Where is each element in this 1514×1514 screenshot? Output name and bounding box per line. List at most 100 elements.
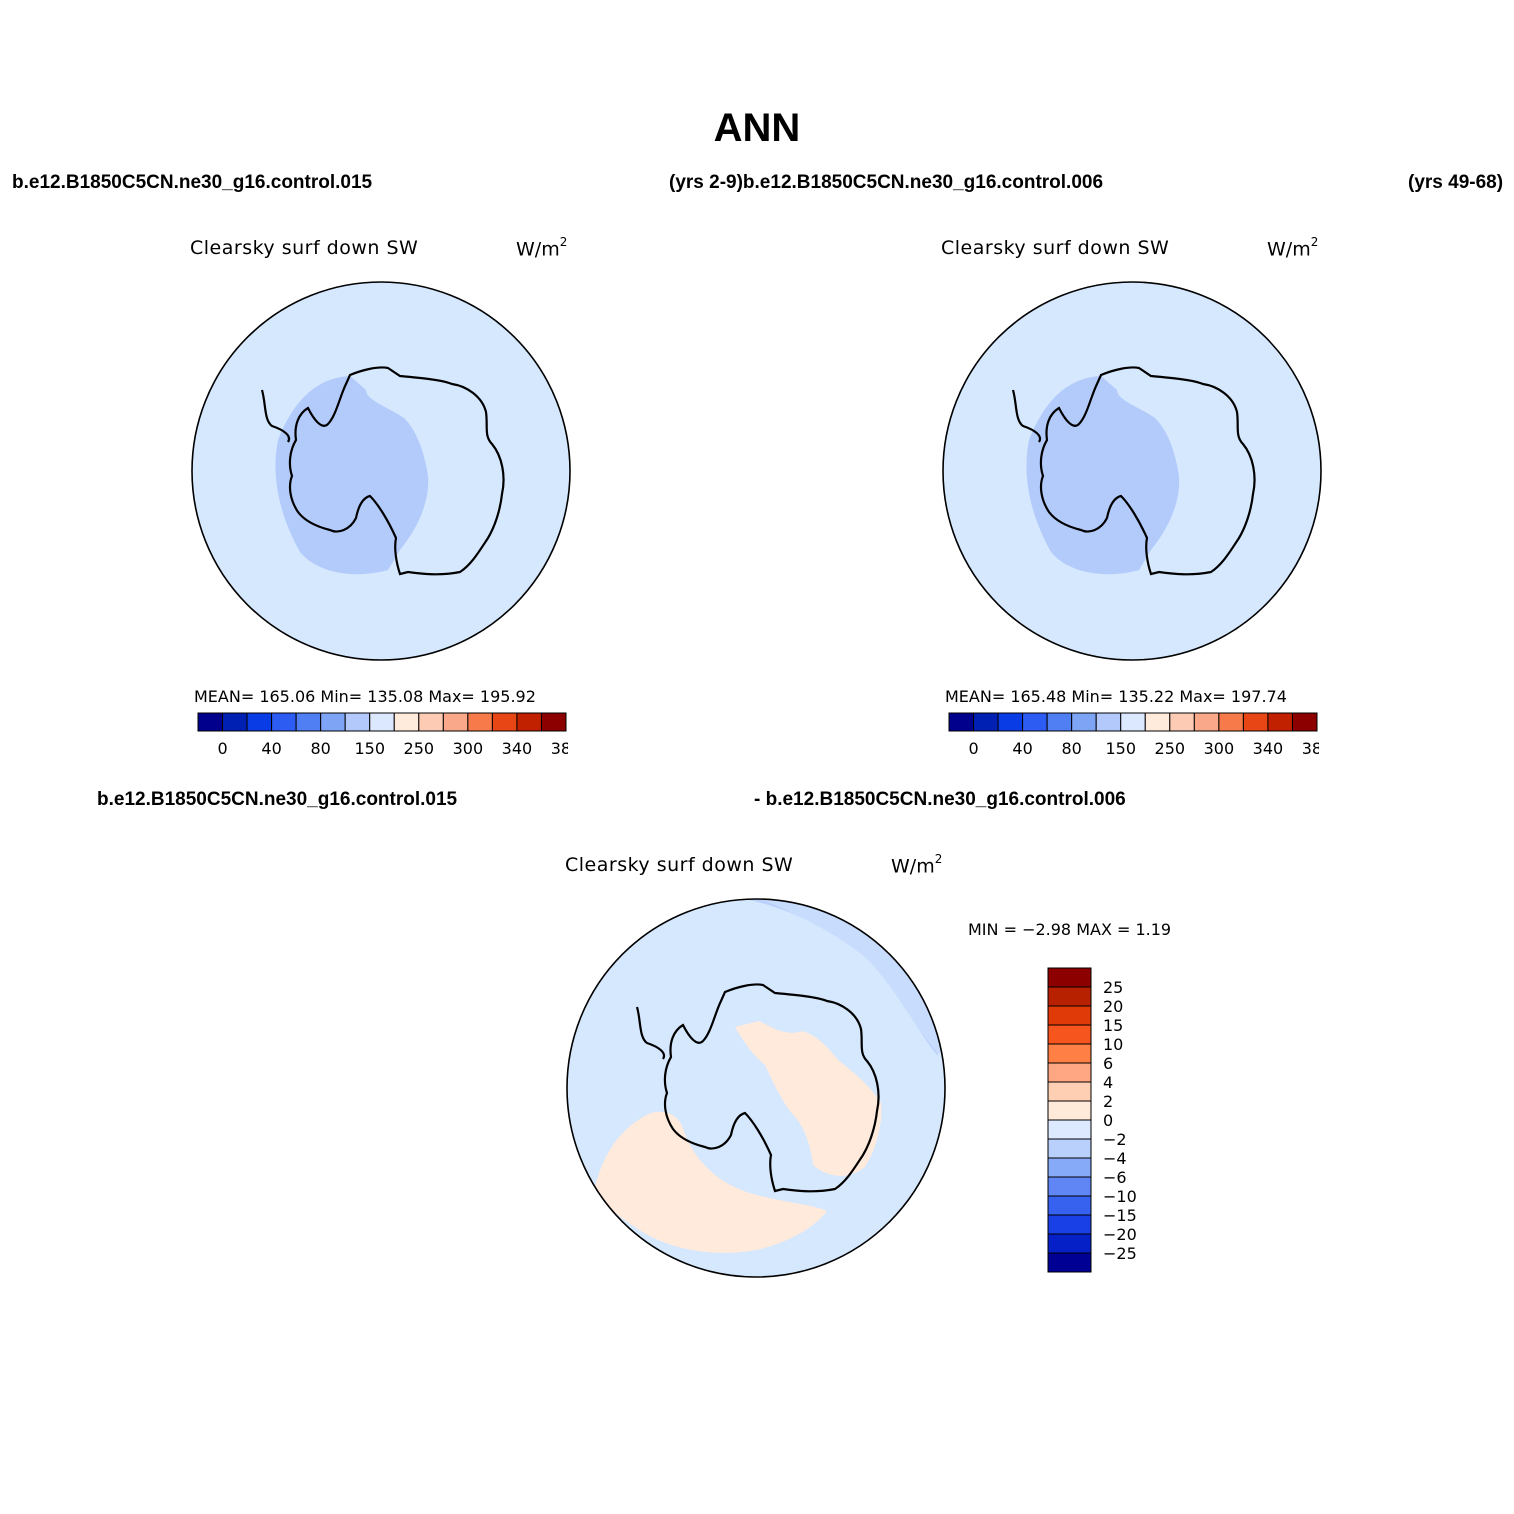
antarctica-coastline [288,366,505,576]
colorbar-box [1047,986,1092,1007]
plot-title: ANN [713,106,801,150]
antarctica-coastline [663,983,880,1193]
antarctica-coastline [1039,366,1256,576]
colorbar-box [948,712,975,732]
colorbar-box [516,712,542,732]
panel2-variable-label: Clearsky surf down SW [941,237,1170,259]
colorbar-box [1193,712,1220,732]
colorbar-tick-label: 150 [354,739,385,758]
map-boundary [566,898,946,1278]
colorbar-box [1047,1024,1092,1045]
colorbar-tick-label: 0 [1103,1111,1113,1130]
colorbar-tick-label: −20 [1103,1225,1137,1244]
colorbar-box [295,712,322,732]
colorbar-tick-label: 300 [453,739,484,758]
colorbar-box [418,712,444,732]
map-boundary [191,281,571,661]
colorbar-box [1047,1157,1092,1178]
case-label-top-middle: (yrs 2-9)b.e12.B1850C5CN.ne30_g16.contro… [669,172,1104,193]
colorbar-box [1047,1119,1092,1140]
colorbar-box [1047,1062,1092,1083]
colorbar-box [1047,1195,1092,1216]
colorbar-box [271,712,297,732]
map-boundary [942,281,1322,661]
case-label-bottom-left: b.e12.B1850C5CN.ne30_g16.control.015 [97,789,458,810]
panel2-unit-label: W/m2 [1267,235,1319,261]
colorbar-box [1218,712,1244,732]
colorbar-tick-label: 20 [1103,997,1123,1016]
panel3-stats: MIN = −2.98 MAX = 1.19 [968,920,1172,939]
peninsula-coastline [260,389,291,443]
colorbar-tick-label: 380 [1302,739,1319,758]
colorbar-tick-label: 10 [1103,1035,1123,1054]
colorbar-box [1046,712,1073,732]
colorbar-box [540,712,567,732]
colorbar-tick-label: 4 [1103,1073,1113,1092]
panel1-unit-label: W/m2 [516,235,568,261]
colorbar-tick-label: 40 [261,739,281,758]
colorbar-box [1144,712,1171,732]
colorbar-panel-2: 0 40 80 150 250 300 340 380 [948,712,1319,758]
colorbar-tick-label: 0 [217,739,227,758]
colorbar-tick-label: 250 [1155,739,1186,758]
colorbar-box [344,712,371,732]
colorbar-tick-label: 300 [1204,739,1235,758]
colorbar-box [467,712,493,732]
case-years-top-right: (yrs 49-68) [1408,172,1504,193]
colorbar-tick-label: 340 [1253,739,1284,758]
panel3-variable-label: Clearsky surf down SW [565,854,794,876]
colorbar-box [369,712,395,732]
colorbar-box [1047,1252,1092,1273]
colorbar-tick-label: 150 [1105,739,1136,758]
panel3-unit-label: W/m2 [891,852,943,878]
colorbar-box [1120,712,1146,732]
colorbar-panel-1: 0 40 80 150 250 300 340 380 [197,712,568,758]
colorbar-box [1095,712,1122,732]
colorbar-tick-label: 40 [1012,739,1032,758]
colorbar-box [1071,712,1097,732]
colorbar-tick-label: 25 [1103,978,1123,997]
colorbar-tick-label: 380 [551,739,568,758]
peninsula-coastline [635,1006,666,1060]
colorbar-box [442,712,469,732]
colorbar-box [1047,1081,1092,1102]
case-label-top-left: b.e12.B1850C5CN.ne30_g16.control.015 [12,172,373,193]
colorbar-tick-label: 6 [1103,1054,1113,1073]
colorbar-box [1242,712,1269,732]
colorbar-tick-label: −15 [1103,1206,1137,1225]
peninsula-coastline [1011,389,1042,443]
colorbar-box [1047,1214,1092,1235]
colorbar-box [246,712,273,732]
colorbar-tick-label: −10 [1103,1187,1137,1206]
map-panel-1 [191,281,571,661]
colorbar-tick-label: 15 [1103,1016,1123,1035]
colorbar-box [1047,1233,1092,1254]
panel1-variable-label: Clearsky surf down SW [190,237,419,259]
colorbar-tick-label: 80 [1061,739,1081,758]
colorbar-box [1267,712,1293,732]
map-panel-2 [942,281,1322,661]
colorbar-tick-label: −6 [1103,1168,1127,1187]
colorbar-box [973,712,999,732]
map-panel-difference [566,898,946,1278]
colorbar-tick-label: 0 [968,739,978,758]
colorbar-box [320,712,346,732]
colorbar-box [1047,1138,1092,1159]
panel2-stats: MEAN= 165.48 Min= 135.22 Max= 197.74 [945,687,1287,706]
colorbar-box [197,712,224,732]
colorbar-tick-label: 250 [404,739,435,758]
positive-region-west [595,1111,827,1253]
colorbar-box [997,712,1024,732]
panel1-stats: MEAN= 165.06 Min= 135.08 Max= 195.92 [194,687,536,706]
colorbar-tick-label: 340 [502,739,533,758]
colorbar-tick-label: −2 [1103,1130,1127,1149]
case-label-bottom-right: - b.e12.B1850C5CN.ne30_g16.control.006 [754,789,1126,810]
colorbar-tick-label: 80 [310,739,330,758]
colorbar-box [1291,712,1318,732]
positive-region-east [735,1021,882,1176]
colorbar-box [491,712,518,732]
colorbar-box [222,712,248,732]
colorbar-tick-label: −4 [1103,1149,1127,1168]
colorbar-box [1047,967,1092,988]
